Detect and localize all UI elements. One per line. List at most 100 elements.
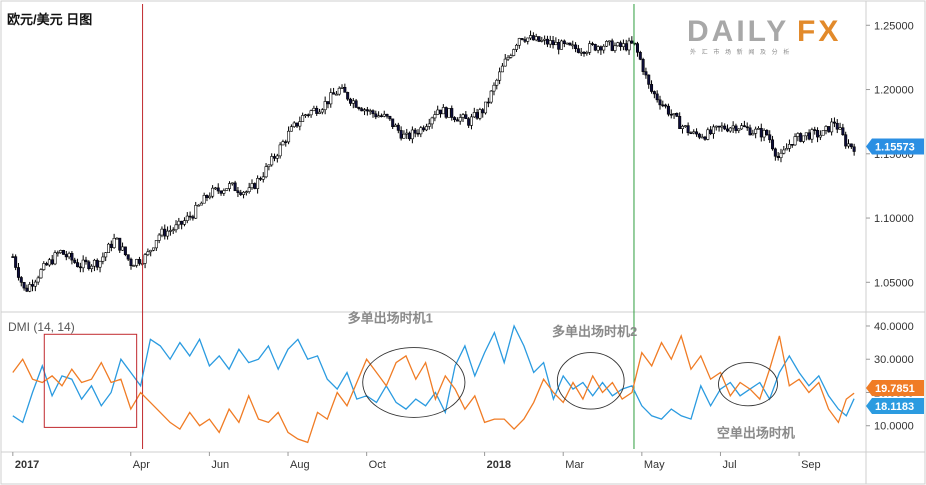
candle — [348, 97, 352, 106]
candle — [478, 107, 482, 121]
candle — [278, 142, 282, 159]
candle — [737, 128, 741, 134]
candle — [250, 179, 254, 190]
dmi-tick-label: 30.0000 — [874, 354, 914, 366]
candle — [410, 126, 414, 144]
candle — [582, 51, 586, 57]
candle — [402, 130, 406, 139]
candle — [441, 104, 445, 115]
candle — [782, 146, 786, 155]
candle — [112, 233, 116, 249]
candle — [152, 247, 156, 252]
candle — [844, 131, 848, 149]
svg-text:1.15573: 1.15573 — [875, 141, 915, 153]
candle — [762, 128, 766, 142]
candle — [95, 258, 99, 271]
dmi-tick-label: 10.0000 — [874, 421, 914, 433]
candle — [424, 123, 428, 132]
candle — [666, 103, 670, 117]
minus-di-line — [12, 333, 855, 444]
candle — [593, 43, 597, 52]
candle — [835, 119, 839, 134]
candle — [816, 127, 820, 143]
candle — [678, 112, 682, 129]
price-tick-label: 1.05000 — [874, 277, 914, 289]
logo-word-fx: FX — [797, 15, 841, 48]
time-tick-label: 2017 — [15, 459, 39, 471]
candle — [607, 40, 611, 46]
highlight-box — [43, 333, 138, 428]
candle — [261, 172, 265, 183]
candle — [433, 110, 437, 122]
candle — [365, 106, 369, 116]
candle — [630, 36, 634, 45]
candle — [503, 54, 507, 67]
candle — [419, 125, 423, 138]
candle — [745, 122, 749, 131]
candle — [765, 129, 769, 136]
candle — [709, 126, 713, 136]
candle — [121, 242, 125, 251]
candle — [31, 279, 35, 292]
candle — [101, 252, 105, 265]
candle — [337, 86, 341, 96]
candle — [408, 131, 412, 141]
candle — [652, 90, 656, 99]
candle — [574, 42, 578, 53]
candle — [28, 281, 32, 293]
candle — [534, 33, 538, 42]
candle — [675, 112, 679, 117]
dmi-tick-label: 40.0000 — [874, 321, 914, 333]
candle — [273, 153, 277, 162]
candle — [804, 132, 808, 141]
candle — [731, 121, 735, 133]
candle — [509, 53, 513, 59]
candle — [306, 113, 310, 118]
candle — [590, 41, 594, 46]
candle — [315, 105, 319, 116]
candle — [728, 127, 732, 133]
candle — [61, 249, 65, 255]
exit-ellipse-2 — [556, 352, 625, 410]
candle — [714, 125, 718, 131]
logo-word-daily: DAILY — [687, 15, 789, 48]
candle — [92, 258, 96, 272]
candle — [292, 121, 296, 128]
candle — [33, 279, 37, 292]
candle — [47, 257, 51, 267]
candle — [427, 118, 431, 130]
annotation-2: 多单出场时机2 — [552, 324, 637, 339]
candle — [447, 108, 451, 118]
candle — [801, 135, 805, 144]
candle — [672, 113, 676, 119]
time-tick-label: Aug — [290, 459, 310, 471]
candle — [638, 50, 642, 61]
x-axis-ticks: 2017 Apr Jun Aug Oct 2018 Mar May Jul Sep — [12, 452, 821, 471]
candle — [813, 126, 817, 135]
candle — [405, 128, 409, 139]
candle — [562, 39, 566, 48]
candle — [157, 233, 161, 244]
candle — [661, 100, 665, 108]
candle — [354, 98, 358, 108]
candle — [25, 284, 29, 293]
candle — [686, 122, 690, 136]
candle — [720, 122, 724, 132]
candle — [242, 191, 246, 199]
candle — [734, 123, 738, 134]
candle — [382, 110, 386, 118]
candle — [453, 116, 457, 123]
candle — [596, 45, 600, 54]
annotation-1: 多单出场时机1 — [348, 311, 433, 326]
candle — [388, 115, 392, 121]
candle — [90, 264, 94, 273]
candle — [796, 132, 800, 142]
candle — [554, 37, 558, 46]
candle — [726, 124, 730, 133]
candle — [166, 226, 170, 240]
candle — [219, 190, 223, 196]
candle — [227, 181, 231, 192]
candle — [194, 201, 198, 219]
candle — [287, 126, 291, 145]
